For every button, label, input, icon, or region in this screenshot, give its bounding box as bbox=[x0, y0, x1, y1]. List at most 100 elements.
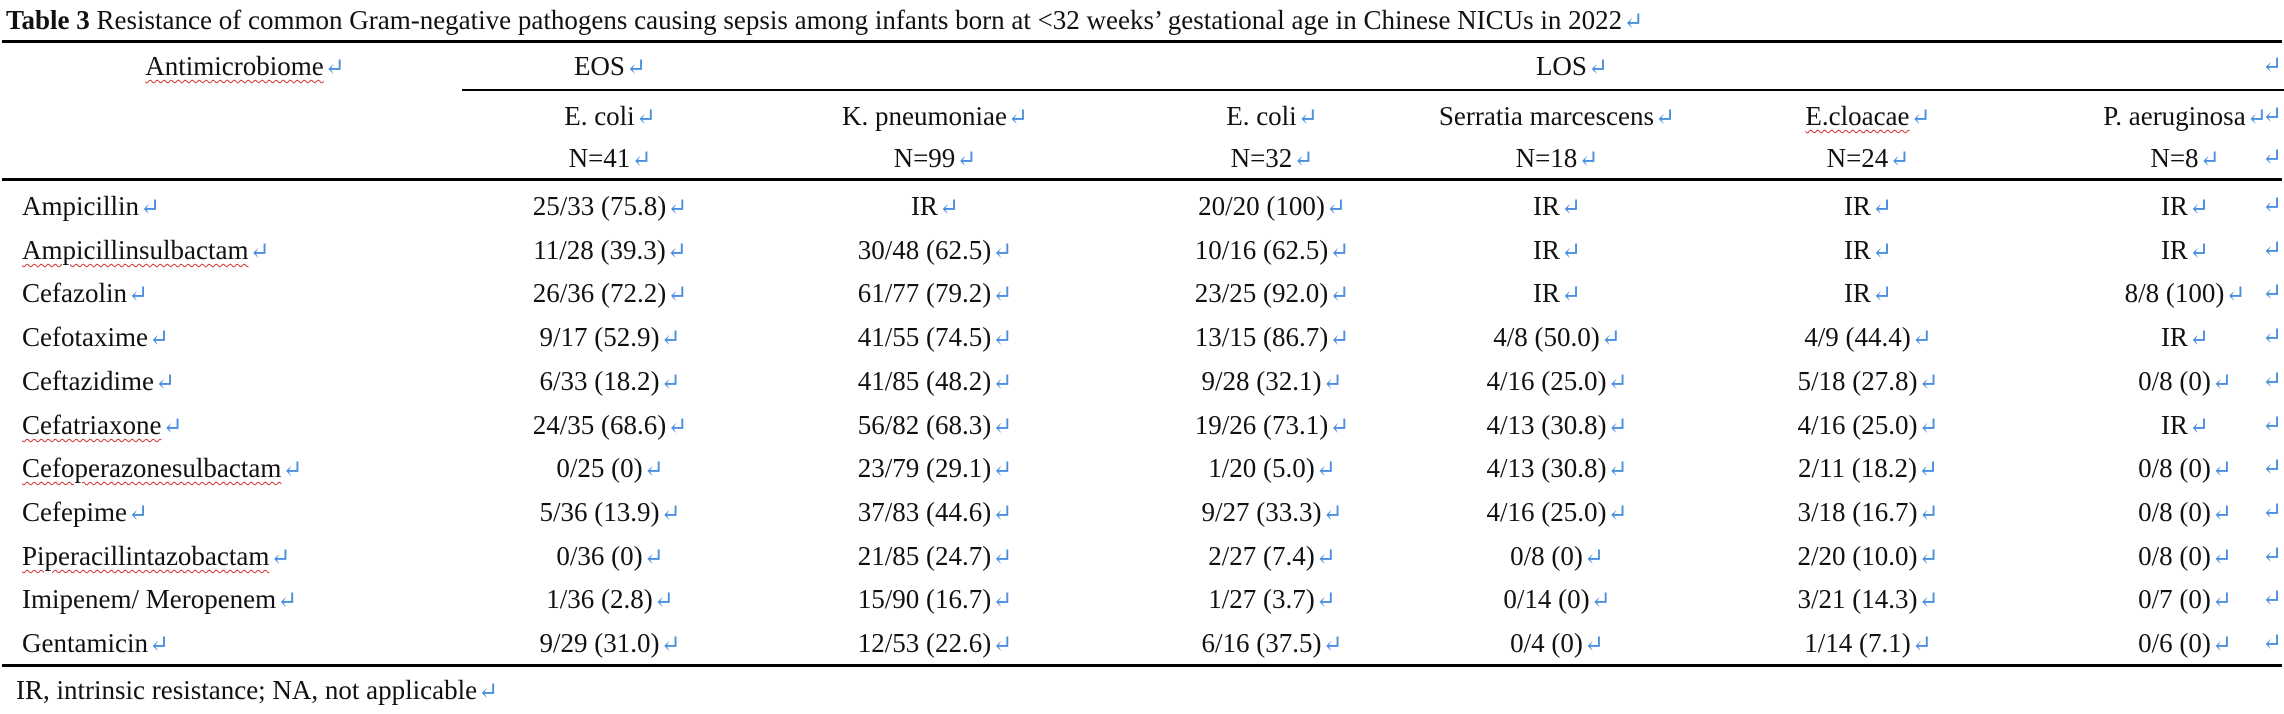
paragraph-mark-icon: ↵ bbox=[660, 326, 681, 352]
paragraph-mark-icon: ↵ bbox=[282, 457, 303, 483]
row-label-drug: Imipenem/ Meropenem↵ bbox=[22, 581, 297, 619]
los-group-header: LOS↵ bbox=[1536, 48, 1608, 86]
table-cell-value: 11/28 (39.3)↵ bbox=[533, 232, 687, 270]
table-cell-value-text: 61/77 (79.2) bbox=[857, 278, 992, 308]
table-cell-value-text: 0/8 (0) bbox=[1510, 541, 1583, 571]
paragraph-mark-icon: ↵ bbox=[2246, 105, 2267, 131]
paragraph-mark-icon: ↵ bbox=[643, 457, 664, 483]
table-cell-value-text: IR bbox=[1843, 235, 1871, 265]
table-cell-value: 56/82 (68.3)↵ bbox=[858, 407, 1013, 445]
paragraph-mark-icon: ↵ bbox=[1910, 105, 1931, 131]
column-header-n-text: N=18 bbox=[1515, 143, 1578, 173]
paragraph-mark-icon: ↵ bbox=[1329, 414, 1350, 440]
paragraph-mark-icon: ↵ bbox=[667, 414, 688, 440]
table-cell-value: 4/13 (30.8)↵ bbox=[1486, 407, 1627, 445]
column-header-n-text: N=32 bbox=[1230, 143, 1293, 173]
table-cell-value-text: 0/7 (0) bbox=[2138, 584, 2211, 614]
table-cell-value: 4/13 (30.8)↵ bbox=[1486, 450, 1627, 488]
column-header-organism-text: E.cloacae bbox=[1805, 101, 1910, 131]
table-cell-value: IR↵ bbox=[2161, 232, 2209, 270]
table-cell-value: 21/85 (24.7)↵ bbox=[858, 538, 1013, 576]
paragraph-mark-icon: ↵ bbox=[1578, 147, 1599, 173]
table-label: Table 3 bbox=[6, 5, 90, 35]
table-cell-value: 23/25 (92.0)↵ bbox=[1195, 275, 1350, 313]
table-cell-value: 2/27 (7.4)↵ bbox=[1208, 538, 1336, 576]
row-label-drug: Cefepime↵ bbox=[22, 494, 148, 532]
paragraph-mark-icon: ↵ bbox=[992, 545, 1013, 571]
row-label-drug-text: Ampicillinsulbactam bbox=[22, 235, 249, 265]
table-cell-value: 0/4 (0)↵ bbox=[1510, 625, 1604, 663]
row-label-drug-text: Cefotaxime bbox=[22, 322, 148, 352]
paragraph-mark-icon: ↵ bbox=[2188, 195, 2210, 221]
table-cell-value-text: 20/20 (100) bbox=[1198, 191, 1325, 221]
table-cell-value: 0/6 (0)↵ bbox=[2138, 625, 2232, 663]
paragraph-mark-icon: ↵ bbox=[148, 326, 170, 352]
table-cell-value-text: 9/28 (32.1) bbox=[1201, 366, 1322, 396]
table-cell-value: 6/33 (18.2)↵ bbox=[539, 363, 680, 401]
table-cell-value-text: 26/36 (72.2) bbox=[532, 278, 667, 308]
paragraph-mark-icon: ↵ bbox=[1322, 632, 1343, 658]
paragraph-mark-icon: ↵ bbox=[127, 282, 149, 308]
paragraph-mark-icon: ↵ bbox=[1600, 326, 1621, 352]
table-cell-value-text: IR bbox=[1843, 278, 1871, 308]
table-cell-value-text: 1/20 (5.0) bbox=[1208, 453, 1315, 483]
paragraph-mark-icon: ↵ bbox=[1329, 282, 1350, 308]
table-cell-value: 5/36 (13.9)↵ bbox=[539, 494, 680, 532]
table-cell-value-text: 1/14 (7.1) bbox=[1804, 628, 1911, 658]
table-cell-value-text: 15/90 (16.7) bbox=[857, 584, 992, 614]
table-cell-value: 24/35 (68.6)↵ bbox=[533, 407, 688, 445]
table-cell-value: IR↵ bbox=[1844, 232, 1892, 270]
table-cell-value: 0/8 (0)↵ bbox=[2138, 450, 2232, 488]
table-cell-value: 1/36 (2.8)↵ bbox=[546, 581, 674, 619]
column-header-organism: E.cloacae↵ bbox=[1805, 98, 1930, 136]
column-header-n: N=8↵ bbox=[2150, 140, 2219, 178]
table-cell-value-text: 0/25 (0) bbox=[556, 453, 643, 483]
table-title: Resistance of common Gram-negative patho… bbox=[96, 5, 1623, 35]
row-end-mark-icon: ↵ bbox=[2262, 145, 2283, 171]
paragraph-mark-icon: ↵ bbox=[1871, 195, 1893, 221]
paragraph-mark-icon: ↵ bbox=[992, 239, 1013, 265]
column-header-organism-text: P. aeruginosa bbox=[2103, 101, 2246, 131]
column-header-n-text: N=41 bbox=[568, 143, 631, 173]
paragraph-mark-icon: ↵ bbox=[478, 679, 499, 705]
table-cell-value-text: 0/14 (0) bbox=[1503, 584, 1590, 614]
paragraph-mark-icon: ↵ bbox=[992, 326, 1013, 352]
table-cell-value-text: 9/27 (33.3) bbox=[1201, 497, 1322, 527]
table-cell-value: 3/18 (16.7)↵ bbox=[1797, 494, 1938, 532]
column-header-organism-text: K. pneumoniae bbox=[841, 101, 1007, 131]
table-cell-value: 61/77 (79.2)↵ bbox=[858, 275, 1013, 313]
table-cell-value-text: 4/13 (30.8) bbox=[1486, 410, 1607, 440]
table-cell-value-text: 41/85 (48.2) bbox=[857, 366, 992, 396]
table-cell-value: 9/17 (52.9)↵ bbox=[539, 319, 680, 357]
table-cell-value-text: 21/85 (24.7) bbox=[857, 541, 992, 571]
table-cell-value: IR↵ bbox=[2161, 319, 2209, 357]
paragraph-mark-icon: ↵ bbox=[992, 632, 1013, 658]
table-cell-value-text: 2/20 (10.0) bbox=[1797, 541, 1918, 571]
paragraph-mark-icon: ↵ bbox=[2188, 414, 2210, 440]
row-end-mark-icon: ↵ bbox=[2262, 368, 2283, 394]
table-cell-value-text: 4/16 (25.0) bbox=[1797, 410, 1918, 440]
table-cell-value: 1/14 (7.1)↵ bbox=[1804, 625, 1932, 663]
column-header-organism: P. aeruginosa↵ bbox=[2103, 98, 2267, 136]
table-cell-value: 41/55 (74.5)↵ bbox=[858, 319, 1013, 357]
table-cell-value: 12/53 (22.6)↵ bbox=[858, 625, 1013, 663]
table-cell-value-text: 2/27 (7.4) bbox=[1208, 541, 1315, 571]
paragraph-mark-icon: ↵ bbox=[653, 588, 674, 614]
paragraph-mark-icon: ↵ bbox=[1918, 545, 1939, 571]
table-cell-value: 3/21 (14.3)↵ bbox=[1797, 581, 1938, 619]
table-cell-value: 0/7 (0)↵ bbox=[2138, 581, 2232, 619]
paragraph-mark-icon: ↵ bbox=[162, 414, 183, 440]
row-label-drug-text: Ceftazidime bbox=[22, 366, 154, 396]
table-cell-value: 9/28 (32.1)↵ bbox=[1201, 363, 1342, 401]
paragraph-mark-icon: ↵ bbox=[1297, 105, 1318, 131]
row-label-drug: Ampicillin↵ bbox=[22, 188, 160, 226]
paragraph-mark-icon: ↵ bbox=[154, 370, 176, 396]
row-end-mark-icon: ↵ bbox=[2262, 412, 2283, 438]
column-header-n-text: N=99 bbox=[893, 143, 956, 173]
table-cell-value-text: 3/21 (14.3) bbox=[1797, 584, 1918, 614]
top-rule bbox=[2, 40, 2282, 43]
eos-group-header-text: EOS bbox=[573, 51, 625, 81]
paragraph-mark-icon: ↵ bbox=[2211, 545, 2232, 571]
table-cell-value: 4/16 (25.0)↵ bbox=[1797, 407, 1938, 445]
table-cell-value-text: IR bbox=[2160, 410, 2188, 440]
